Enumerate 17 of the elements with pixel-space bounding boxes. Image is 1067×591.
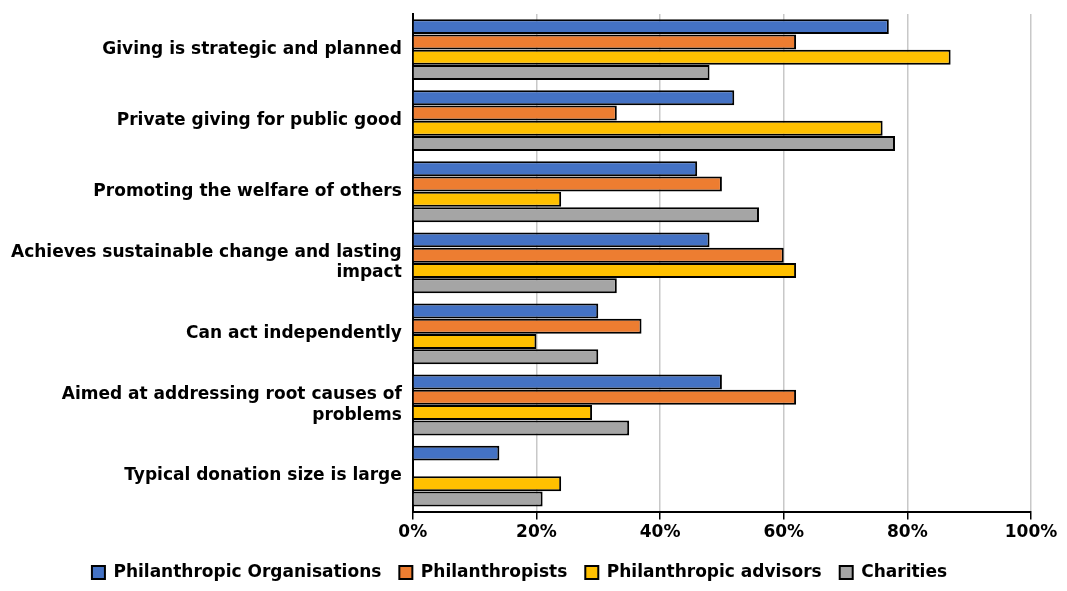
x-tick-label: 40% <box>639 521 681 542</box>
y-tick-label: Private giving for public good <box>116 109 402 130</box>
legend-label: Philanthropists <box>420 560 568 581</box>
legend-label: Charities <box>861 560 948 581</box>
x-tick-label: 60% <box>763 521 805 542</box>
y-tick-label: Achieves sustainable change and lasting impact <box>10 241 402 282</box>
legend-label: Philanthropic Organisations <box>113 560 382 581</box>
legend-label: Philanthropic advisors <box>606 560 822 581</box>
x-tick-label: 100% <box>1004 521 1058 542</box>
y-tick-label: Typical donation size is large <box>124 464 402 485</box>
x-tick-label: 0% <box>398 521 428 542</box>
x-tick-label: 20% <box>516 521 557 542</box>
y-tick-label: Giving is strategic and planned <box>102 37 402 58</box>
y-tick-label: Can act independently <box>185 322 402 343</box>
x-tick-label: 80% <box>887 521 928 542</box>
y-tick-label: Aimed at addressing root causes of problems <box>61 383 403 424</box>
y-tick-label: Promoting the welfare of others <box>93 180 402 201</box>
